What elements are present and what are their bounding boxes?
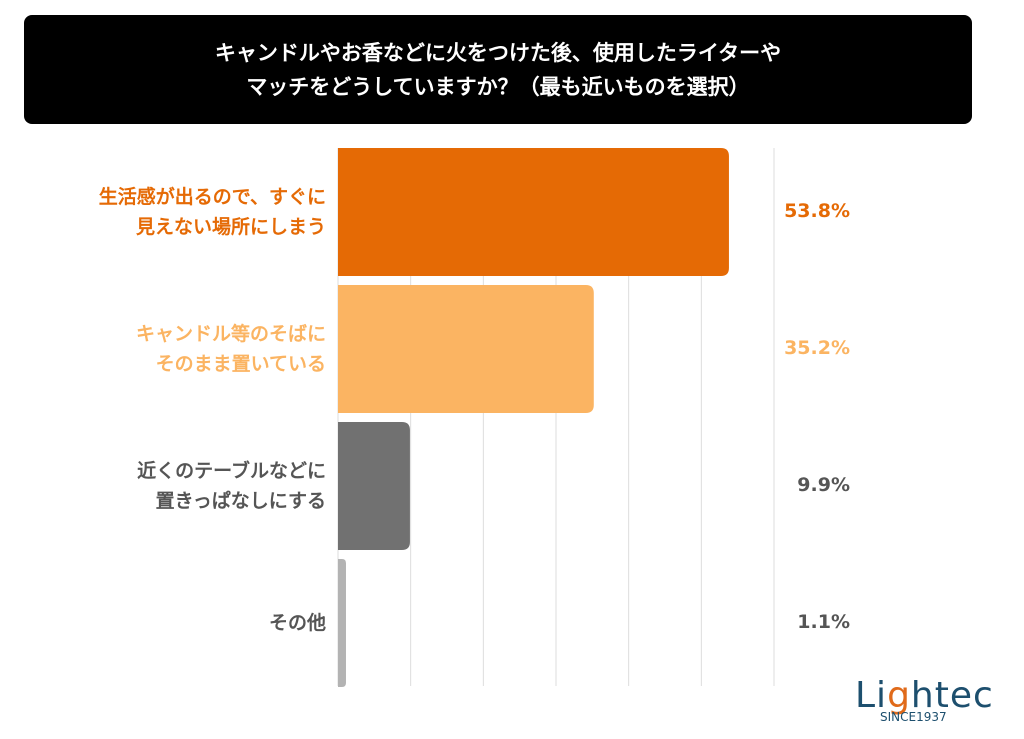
category-label-line: 置きっぱなしにする [155,490,326,512]
category-label-line: 近くのテーブルなどに [137,460,326,482]
category-label: その他 [6,608,326,638]
bar [338,559,346,687]
title-line-2: マッチをどうしていますか？（最も近いものを選択） [246,74,750,99]
category-label: 近くのテーブルなどに置きっぱなしにする [6,456,326,516]
bar [338,422,410,550]
category-label: 生活感が出るので、すぐに見えない場所にしまう [6,182,326,242]
title-line-1: キャンドルやお香などに火をつけた後、使用したライターや [214,40,782,65]
category-label-line: その他 [268,612,326,634]
category-label-line: 生活感が出るので、すぐに [98,186,326,208]
lightec-logo: Lightec SINCE1937 [855,675,994,725]
category-label-line: 見えない場所にしまう [135,216,326,238]
bar [338,285,594,413]
value-label: 9.9% [797,474,850,496]
category-label-line: キャンドル等のそばに [135,323,326,345]
chart-title: キャンドルやお香などに火をつけた後、使用したライターや マッチをどうしていますか… [24,15,972,124]
category-label: キャンドル等のそばにそのまま置いている [6,319,326,379]
category-label-line: そのまま置いている [155,353,326,375]
value-label: 1.1% [797,611,850,633]
bar [338,148,729,276]
value-label: 53.8% [784,200,850,222]
value-label: 35.2% [784,337,850,359]
